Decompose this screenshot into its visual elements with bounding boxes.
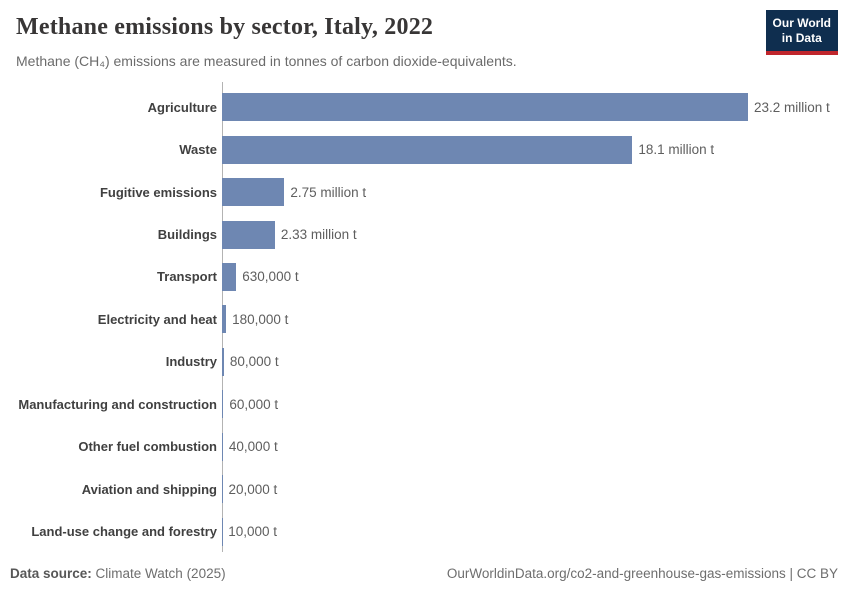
bar-row: Fugitive emissions 2.75 million t <box>0 171 850 213</box>
bar[interactable] <box>222 178 285 207</box>
owid-logo-line1: Our World <box>772 16 831 30</box>
category-label: Fugitive emissions <box>99 184 217 200</box>
value-label: 40,000 t <box>228 439 278 455</box>
category-label: Manufacturing and construction <box>18 396 217 412</box>
category-label: Aviation and shipping <box>81 481 217 497</box>
chart-title: Methane emissions by sector, Italy, 2022 <box>16 14 434 40</box>
bar-chart: Agriculture 23.2 million t Waste 18.1 milli… <box>0 86 850 553</box>
value-label: 2.75 million t <box>290 184 367 200</box>
value-label: 2.33 million t <box>280 227 357 243</box>
bar-row: Electricity and heat 180,000 t <box>0 298 850 340</box>
category-label: Waste <box>179 142 217 158</box>
bar-row: Other fuel combustion 40,000 t <box>0 426 850 468</box>
bar-row: Agriculture 23.2 million t <box>0 86 850 128</box>
value-label: 60,000 t <box>229 396 279 412</box>
bar[interactable] <box>222 305 227 334</box>
owid-logo-line2: in Data <box>781 31 822 45</box>
data-source-value: Climate Watch (2025) <box>95 566 226 581</box>
category-label: Transport <box>157 269 217 285</box>
bar[interactable] <box>222 135 633 164</box>
bar[interactable] <box>222 262 237 291</box>
bar[interactable] <box>222 93 748 122</box>
bar-row: Manufacturing and construction 60,000 t <box>0 383 850 425</box>
value-label: 10,000 t <box>228 524 278 540</box>
data-source: Data source: Climate Watch (2025) <box>10 566 226 581</box>
category-label: Electricity and heat <box>97 311 217 327</box>
attribution-link[interactable]: OurWorldinData.org/co2-and-greenhouse-ga… <box>446 566 838 581</box>
bar-row: Waste 18.1 million t <box>0 128 850 170</box>
bar-row: Industry 80,000 t <box>0 341 850 383</box>
value-label: 20,000 t <box>228 481 278 497</box>
bar-row: Buildings 2.33 million t <box>0 213 850 255</box>
bar[interactable] <box>222 347 224 376</box>
bar-row: Aviation and shipping 20,000 t <box>0 468 850 510</box>
category-label: Buildings <box>157 227 217 243</box>
chart-subtitle: Methane (CH₄) emissions are measured in … <box>16 53 517 69</box>
owid-logo: Our World in Data <box>765 10 838 55</box>
bar[interactable] <box>222 220 275 249</box>
bar[interactable] <box>222 432 223 461</box>
category-label: Land-use change and forestry <box>31 524 217 540</box>
value-label: 23.2 million t <box>754 99 830 115</box>
bar[interactable] <box>222 390 224 419</box>
category-label: Industry <box>165 354 217 370</box>
value-label: 180,000 t <box>232 311 289 327</box>
bar-row: Transport 630,000 t <box>0 256 850 298</box>
data-source-label: Data source: <box>10 566 92 581</box>
value-label: 18.1 million t <box>638 142 715 158</box>
category-label: Agriculture <box>147 99 217 115</box>
chart-footer: Data source: Climate Watch (2025) OurWor… <box>10 566 838 581</box>
value-label: 80,000 t <box>229 354 279 370</box>
category-label: Other fuel combustion <box>78 439 217 455</box>
value-label: 630,000 t <box>242 269 299 285</box>
bar-row: Land-use change and forestry 10,000 t <box>0 510 850 552</box>
